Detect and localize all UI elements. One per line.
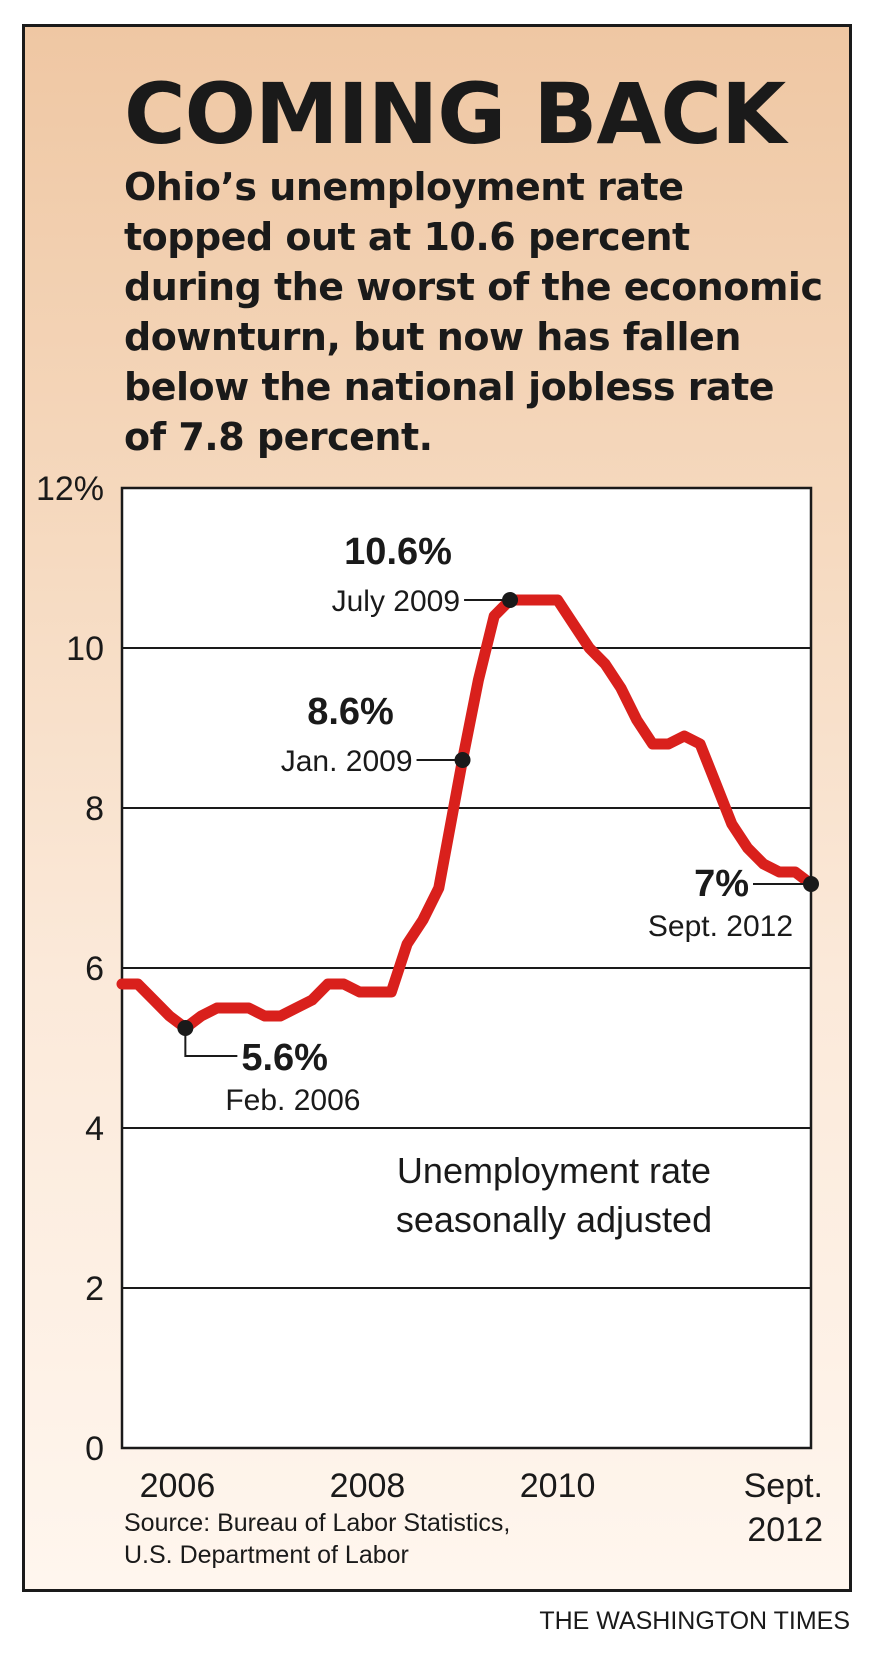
x-tick-label-2010-01: 2010: [520, 1467, 596, 1505]
x-tick-label-2006-01: 2006: [140, 1467, 216, 1505]
annotation-2006-02-date-label: Feb. 2006: [225, 1084, 360, 1117]
annotation-2009-07-date-label: July 2009: [332, 585, 460, 618]
annotation-2009-01-marker: [454, 752, 471, 768]
annotation-2006-02-leader: [184, 1028, 238, 1057]
y-tick-label-6: 6: [85, 950, 104, 988]
annotation-2006-02-marker: [177, 1020, 194, 1036]
y-tick-label-10: 10: [66, 630, 104, 668]
note-line-2: seasonally adjusted: [396, 1199, 712, 1240]
publisher-credit: THE WASHINGTON TIMES: [539, 1607, 850, 1635]
source-line-2: U.S. Department of Labor: [124, 1541, 409, 1569]
annotation-2009-07-marker: [502, 592, 519, 608]
grid-lines: [122, 647, 811, 1289]
annotation-2012-09-marker: [803, 876, 819, 892]
x-axis-ticks: 2006 2008 2010 Sept. 2012: [140, 1467, 823, 1549]
x-tick-label-2008-01: 2008: [330, 1467, 406, 1505]
source-line-1: Source: Bureau of Labor Statistics,: [124, 1509, 511, 1537]
note-line-1: Unemployment rate: [397, 1150, 711, 1191]
x-tick-label-2012-09-line2: 2012: [747, 1511, 823, 1549]
annotation-2012-09-value-label: 7%: [694, 863, 749, 905]
annotations: 5.6% Feb. 2006 Jan. 2009 8.6% July 2009 10.6%…: [177, 531, 819, 1117]
y-tick-label-12: 12%: [36, 470, 104, 508]
y-tick-label-8: 8: [85, 790, 104, 828]
y-tick-label-4: 4: [85, 1110, 104, 1148]
annotation-2006-02-value-label: 5.6%: [241, 1037, 328, 1079]
y-axis-ticks: 0 2 4 6 8 10 12%: [36, 470, 104, 1468]
chart-title: COMING BACK: [124, 65, 786, 163]
annotation-2012-09-date-label: Sept. 2012: [648, 910, 793, 943]
y-tick-label-0: 0: [85, 1430, 104, 1468]
annotation-2009-01-date-label: Jan. 2009: [281, 745, 413, 778]
source-note: Source: Bureau of Labor Statistics, U.S.…: [124, 1507, 510, 1571]
series-line-ohio-unemployment: [116, 594, 817, 1034]
chart-subtitle: Ohio’s unemployment rate topped out at 1…: [124, 165, 823, 459]
chart-note: Unemployment rate seasonally adjusted: [396, 1150, 712, 1240]
x-tick-label-2012-09: Sept.: [744, 1467, 823, 1505]
annotation-2009-07-value-label: 10.6%: [344, 531, 452, 573]
line-chart: 0 2 4 6 8 10 12% 2006 2008 2010 Sept. 2012 Unemplo…: [36, 470, 823, 1549]
annotation-2009-01-value-label: 8.6%: [307, 691, 394, 733]
y-tick-label-2: 2: [85, 1270, 104, 1308]
